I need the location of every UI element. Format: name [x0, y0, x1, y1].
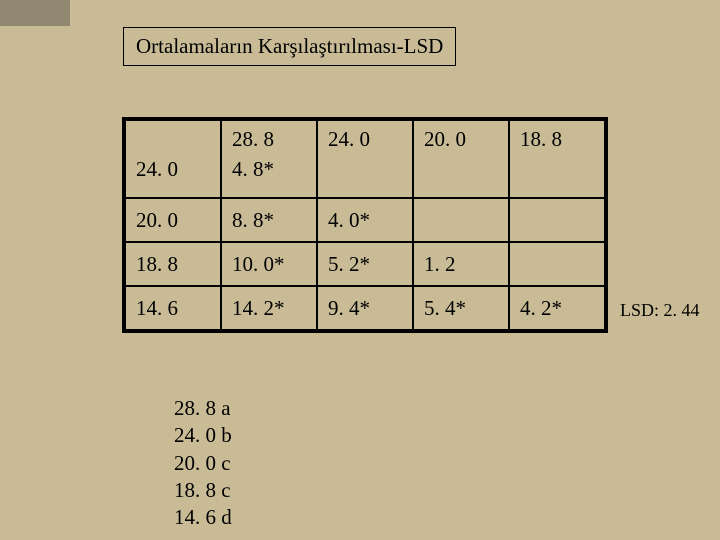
table-row: 20. 0 8. 8* 4. 0* [125, 198, 605, 242]
cell-value: 4. 8* [232, 157, 306, 182]
data-cell: 8. 8* [221, 198, 317, 242]
col-header: 28. 8 [232, 127, 274, 151]
data-cell: 5. 4* [413, 286, 509, 330]
data-cell [413, 198, 509, 242]
data-cell: 9. 4* [317, 286, 413, 330]
cell-value: 4. 2* [520, 296, 562, 320]
row-label: 20. 0 [136, 208, 178, 232]
table-row: 14. 6 14. 2* 9. 4* 5. 4* 4. 2* [125, 286, 605, 330]
cell-value: 1. 2 [424, 252, 456, 276]
cell-value: 5. 2* [328, 252, 370, 276]
data-cell [509, 198, 605, 242]
data-cell: 14. 2* [221, 286, 317, 330]
data-cell: 4. 2* [509, 286, 605, 330]
data-cell: 5. 2* [317, 242, 413, 286]
lsd-note: LSD: 2. 44 [620, 300, 700, 321]
table-row: 18. 8 10. 0* 5. 2* 1. 2 [125, 242, 605, 286]
col-header: 24. 0 [328, 127, 370, 151]
row-label: 14. 6 [136, 296, 178, 320]
table-header-row: 24. 0 28. 8 4. 8* 24. 0 20. 0 18. 8 [125, 120, 605, 198]
title-box: Ortalamaların Karşılaştırılması-LSD [123, 27, 456, 66]
comparison-table: 24. 0 28. 8 4. 8* 24. 0 20. 0 18. 8 20. 0 8. 8*… [122, 117, 608, 333]
header-cell: 24. 0 [317, 120, 413, 198]
header-cell: 28. 8 4. 8* [221, 120, 317, 198]
row-label-cell: 20. 0 [125, 198, 221, 242]
group-item: 18. 8 c [174, 477, 232, 504]
cell-value: 5. 4* [424, 296, 466, 320]
data-cell: 4. 0* [317, 198, 413, 242]
table: 24. 0 28. 8 4. 8* 24. 0 20. 0 18. 8 20. 0 8. 8*… [124, 119, 606, 331]
cell-value: 4. 0* [328, 208, 370, 232]
corner-shadow [0, 0, 70, 26]
groups-list: 28. 8 a 24. 0 b 20. 0 c 18. 8 c 14. 6 d [174, 395, 232, 531]
data-cell: 10. 0* [221, 242, 317, 286]
cell-value: 10. 0* [232, 252, 285, 276]
group-item: 24. 0 b [174, 422, 232, 449]
data-cell [509, 242, 605, 286]
header-cell: 20. 0 [413, 120, 509, 198]
row-label: 24. 0 [136, 157, 210, 182]
col-header: 20. 0 [424, 127, 466, 151]
lsd-text: LSD: 2. 44 [620, 300, 700, 320]
row-label-cell: 18. 8 [125, 242, 221, 286]
title-text: Ortalamaların Karşılaştırılması-LSD [136, 34, 443, 58]
col-header: 18. 8 [520, 127, 562, 151]
row-label-cell: 24. 0 [125, 120, 221, 198]
row-label: 18. 8 [136, 252, 178, 276]
cell-value: 9. 4* [328, 296, 370, 320]
data-cell: 1. 2 [413, 242, 509, 286]
cell-value: 14. 2* [232, 296, 285, 320]
header-cell: 18. 8 [509, 120, 605, 198]
group-item: 20. 0 c [174, 450, 232, 477]
group-item: 28. 8 a [174, 395, 232, 422]
group-item: 14. 6 d [174, 504, 232, 531]
blank [136, 127, 141, 151]
row-label-cell: 14. 6 [125, 286, 221, 330]
cell-value: 8. 8* [232, 208, 274, 232]
